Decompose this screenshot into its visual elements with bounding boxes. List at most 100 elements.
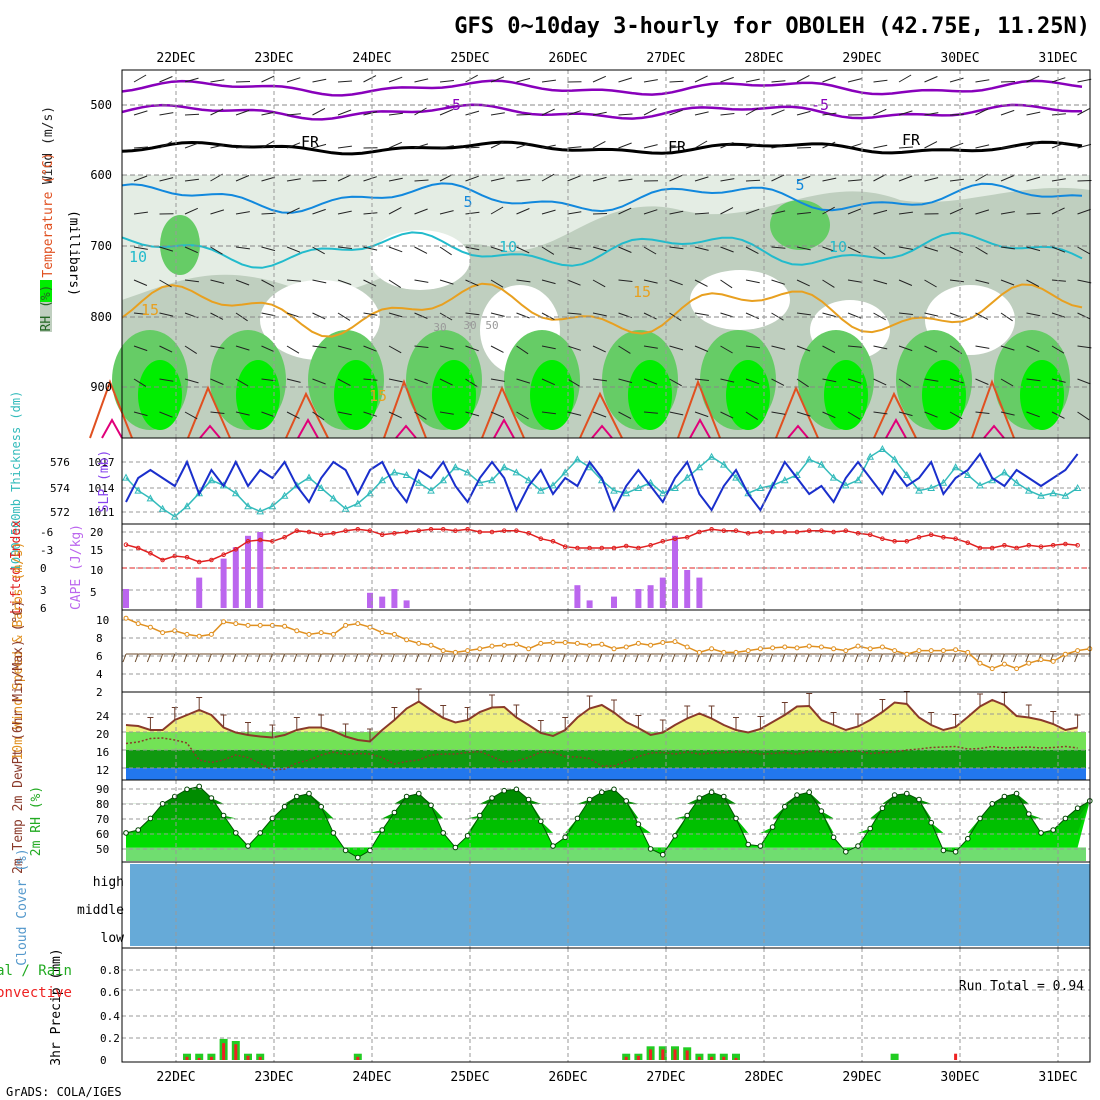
wind-barb (1000, 109, 1015, 116)
lifted-index-tick-label: 6 (40, 602, 47, 615)
wind-barb (771, 174, 785, 182)
rh-2m-point (440, 830, 447, 836)
wind-barb (694, 246, 709, 251)
wind-barb (643, 411, 658, 414)
wind-barb (159, 345, 173, 353)
thickness-point (695, 463, 704, 471)
thickness-point (317, 483, 326, 491)
thickness-point (500, 463, 509, 471)
lifted-index-point (318, 532, 324, 538)
rh-2m-point (989, 801, 996, 807)
lifted-index-point (867, 532, 873, 538)
wind-barb (286, 279, 301, 282)
wind-barb (796, 175, 811, 182)
lifted-index-point (306, 529, 312, 535)
lifted-index-point (196, 559, 202, 565)
wind-barb-10m-flag (378, 653, 383, 663)
wind-barb (898, 211, 913, 215)
wind-barb (1026, 345, 1040, 353)
wind-barb (567, 110, 581, 116)
rh-2m-point (403, 793, 410, 800)
thickness-point (866, 452, 875, 460)
wind-barb (847, 378, 862, 384)
wind-barb (771, 246, 786, 249)
thickness-point (915, 486, 923, 494)
wind-barb (822, 279, 835, 288)
precip-tick-label: 0.2 (100, 1032, 120, 1045)
wind-barb (414, 143, 429, 149)
temp-tick-label: 24 (96, 710, 110, 723)
wind-barb (541, 279, 556, 285)
wind-barb (516, 179, 531, 182)
wind-speed-point (684, 644, 690, 650)
thickness-point (841, 481, 850, 489)
wind-barb (694, 345, 709, 352)
thickness-point (280, 491, 289, 499)
wind-barb (592, 111, 607, 116)
precip-convective-bar (636, 1055, 640, 1060)
wind-barb (286, 378, 301, 383)
rh-tick-label: 90 (96, 783, 109, 796)
date-label-bottom: 25DEC (450, 1070, 489, 1085)
precip-convective-bar (222, 1043, 226, 1060)
wind-barb (669, 411, 684, 416)
wind-barb-10m-flag (878, 653, 883, 663)
thickness-point (451, 463, 460, 471)
wind-barb (490, 378, 505, 382)
wind-barb (133, 378, 147, 387)
lifted-index-point (843, 528, 849, 534)
cape-bar (647, 585, 654, 608)
lifted-index-point (123, 542, 129, 548)
wind-barb (184, 178, 199, 182)
wind-speed-point (806, 643, 812, 649)
wind-barb (439, 145, 454, 149)
wind-barb (567, 345, 581, 351)
cape-bar (696, 577, 703, 608)
date-label-bottom: 28DEC (744, 1070, 783, 1085)
wind-barb (898, 378, 912, 387)
date-label-top: 25DEC (450, 51, 489, 66)
wind-barb (898, 175, 913, 182)
wind-barb (1000, 279, 1015, 286)
rh-2m-point (464, 833, 471, 839)
wind-barb (465, 411, 480, 417)
wind-speed-point (818, 644, 824, 650)
rh-2m-point (513, 786, 520, 793)
wind-barb (286, 77, 301, 83)
rh-legend-swatch (40, 302, 52, 332)
wind-barb (822, 345, 836, 354)
wind-speed-point (343, 622, 349, 628)
precip-tick-label: 0.8 (100, 964, 120, 977)
cape-bar (635, 589, 642, 608)
wind-barb (541, 411, 556, 415)
cape-bar (659, 577, 666, 608)
wind-barb (745, 179, 761, 182)
lifted-index-point (135, 545, 141, 551)
wind-barb (720, 279, 733, 289)
wind-barb (490, 76, 505, 83)
rh-2m-point (562, 834, 569, 841)
wind-barb (261, 111, 276, 116)
wind-barb (363, 75, 377, 83)
wind-speed-point (843, 648, 849, 654)
rh-2m-point (745, 841, 752, 848)
wind-barb-10m-flag (720, 653, 725, 663)
date-label-top: 22DEC (156, 51, 195, 66)
contour-label: 10 (499, 238, 517, 256)
thickness-point (378, 476, 387, 484)
lifted-index-point (453, 528, 458, 534)
wind-speed-point (477, 646, 483, 652)
wind-barb (898, 345, 913, 352)
rh-2m-point (233, 830, 239, 836)
lifted-index-point (989, 545, 995, 551)
wind-barb-10m-flag (171, 653, 176, 663)
temp-tick-label: 12 (96, 764, 109, 777)
precip-convective-bar (722, 1056, 726, 1060)
wind-barb (1026, 312, 1041, 317)
wind-barb-10m-flag (744, 653, 749, 663)
wind-barb (337, 411, 352, 416)
wind-barb (363, 176, 377, 182)
wind-barb (873, 345, 888, 350)
wind-tick-label: 8 (96, 632, 103, 645)
lifted-index-point (1026, 543, 1032, 548)
